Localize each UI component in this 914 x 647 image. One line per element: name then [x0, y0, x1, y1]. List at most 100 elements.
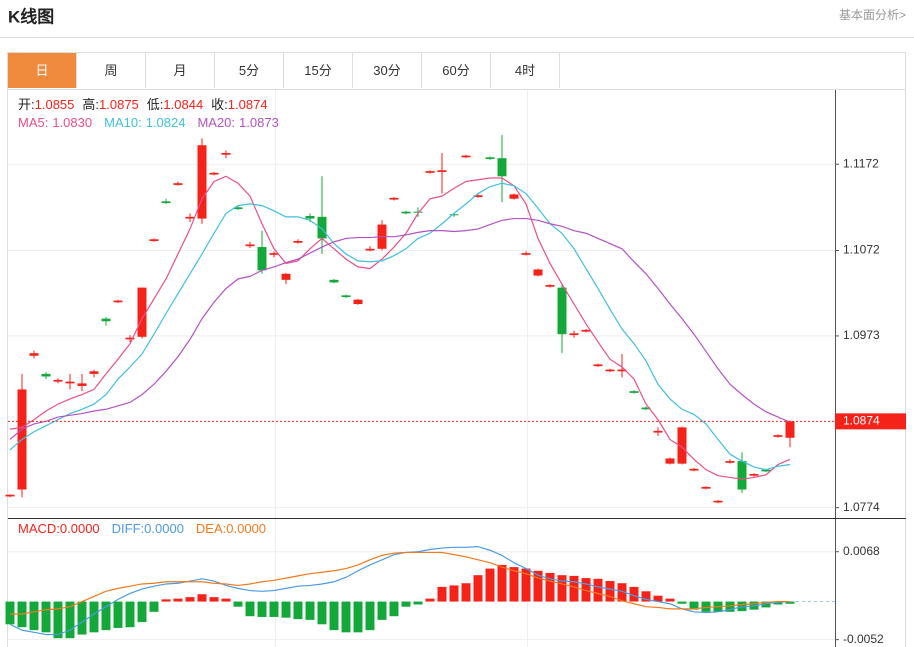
info-row: 开:1.0855 高:1.0875 低:1.0844 收:1.0874: [18, 97, 268, 112]
candle-body: [341, 295, 351, 298]
info-value: 1.0855: [35, 97, 75, 112]
macd-bar: [161, 599, 171, 602]
macd-bar: [761, 601, 771, 608]
info-label: 低:: [147, 97, 164, 112]
candle-body: [233, 207, 243, 210]
macd-bar: [509, 567, 519, 602]
tab[interactable]: 日: [8, 53, 77, 88]
tab[interactable]: 5分: [215, 53, 284, 88]
macd-bar: [317, 601, 327, 625]
macd-bar: [353, 601, 363, 633]
macd-bar: [437, 586, 447, 602]
macd-bar: [101, 601, 111, 631]
macd-bar: [53, 601, 63, 639]
macd-bar: [701, 601, 711, 612]
candle-body: [125, 337, 135, 340]
tab[interactable]: 60分: [422, 53, 491, 88]
candle-body: [29, 353, 39, 356]
macd-bar: [281, 601, 291, 618]
info-value: 1.0875: [99, 97, 139, 112]
candle-body: [761, 469, 771, 472]
candle-body: [557, 287, 567, 335]
tab[interactable]: 4时: [491, 53, 560, 88]
candle-body: [209, 172, 219, 175]
candle-body: [665, 458, 675, 464]
macd-bar: [29, 601, 39, 631]
macd-bar: [461, 583, 471, 602]
candle-body: [113, 300, 123, 303]
candle-body: [521, 253, 531, 255]
candle-body: [353, 299, 363, 304]
page-title: K线图: [8, 6, 54, 26]
candle-body: [65, 381, 75, 384]
legend-label: MA5:: [18, 115, 48, 130]
macd-bar: [269, 601, 279, 617]
fundamental-link[interactable]: 基本面分析>: [839, 8, 906, 22]
macd-bar: [605, 581, 615, 602]
macd-bar: [449, 585, 459, 602]
candle-body: [221, 152, 231, 155]
candle-body: [593, 364, 603, 367]
candle-body: [269, 253, 279, 255]
macd-bar: [221, 598, 231, 602]
macd-bar: [689, 601, 699, 610]
last-price-label: 1.0874: [843, 414, 880, 428]
macd-bar: [593, 578, 603, 602]
candle-body: [749, 473, 759, 476]
macd-bar: [41, 601, 51, 633]
candle-body: [545, 285, 555, 287]
candle-body: [641, 407, 651, 410]
candle-body: [725, 461, 735, 463]
macd-bar: [425, 598, 435, 602]
candle-body: [305, 215, 315, 219]
macd-bar: [245, 601, 255, 617]
info-label: 收:: [211, 97, 228, 112]
candle-body: [281, 273, 291, 280]
macd-bar: [629, 586, 639, 602]
legend-value: 0.0000: [226, 521, 266, 536]
candle-body: [173, 183, 183, 185]
tab[interactable]: 周: [77, 53, 146, 88]
tab[interactable]: 月: [146, 53, 215, 88]
legend-value: 1.0824: [146, 115, 186, 130]
macd-bar: [785, 601, 795, 604]
candle-body: [197, 145, 207, 219]
macd-bar: [401, 601, 411, 607]
chart-frame: [7, 52, 906, 647]
info-value: 1.0844: [163, 97, 203, 112]
tab[interactable]: 15分: [284, 53, 353, 88]
candle-body: [329, 279, 339, 283]
macd-bar: [413, 601, 423, 605]
macd-bar: [677, 601, 687, 604]
macd-bar: [233, 601, 243, 607]
candle-body: [785, 421, 795, 438]
candle-body: [773, 435, 783, 437]
macd-bar: [113, 601, 123, 628]
macd-bar: [389, 601, 399, 617]
ma-line: [9, 217, 791, 440]
last-price-box: [835, 413, 906, 430]
candle-body: [509, 194, 519, 199]
macd-bar: [185, 597, 195, 602]
macd-bar: [545, 572, 555, 602]
macd-bar: [473, 575, 483, 602]
candle-body: [413, 211, 423, 213]
candle-body: [653, 430, 663, 433]
macd-bar: [581, 578, 591, 602]
macd-bar: [485, 568, 495, 602]
macd-bar: [173, 598, 183, 602]
candle-body: [401, 211, 411, 214]
macd-bar: [641, 591, 651, 602]
candle-body: [317, 216, 327, 239]
candle-body: [365, 248, 375, 251]
candle-body: [89, 371, 99, 374]
tab[interactable]: 30分: [353, 53, 422, 88]
candle-body: [149, 239, 159, 242]
legend-label: MA10:: [104, 115, 142, 130]
legend-value: 0.0000: [60, 521, 100, 536]
macd-bar: [665, 598, 675, 602]
macd-bar: [329, 601, 339, 631]
legend-value: 0.0000: [144, 521, 184, 536]
